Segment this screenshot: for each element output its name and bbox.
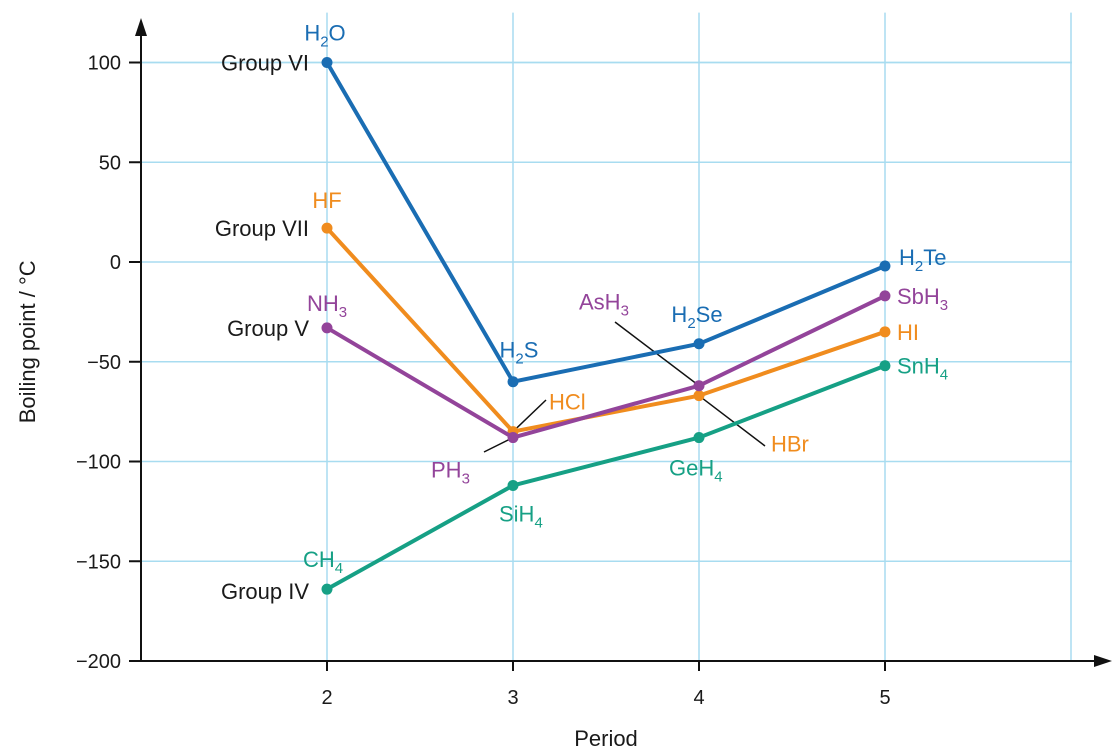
point-label-group_v: NH3 [307,291,347,321]
data-point-group_v [507,432,519,444]
x-tick-label: 5 [879,687,890,709]
point-label-group_iv: GeH4 [669,456,723,486]
point-label-group_vii: HBr [771,432,809,457]
group-label-group_vi: Group VI [221,51,309,76]
series-line-group_vii [325,226,886,434]
point-label-group_vi: H2O [304,21,345,51]
data-point-group_v [693,380,705,392]
point-label-group_vi: H2Te [899,245,946,275]
x-axis-arrow [1094,655,1112,667]
data-point-group_iv [507,479,519,491]
series-group [321,57,891,595]
data-point-group_vii [879,326,891,338]
point-label-group_vi: H2Se [671,302,722,332]
point-label-group_iv: SnH4 [897,354,948,384]
point-label-group_vi: H2S [500,338,539,368]
y-axis-title: Boiling point / °C [15,260,40,423]
data-point-group_iv [693,432,705,444]
data-point-group_vi [693,338,705,350]
y-tick-label: 100 [88,53,121,75]
data-point-group_iv [321,583,333,595]
y-tick-label: −50 [87,352,121,374]
data-point-group_iv [879,360,891,372]
leader-line [698,395,766,447]
x-tick-label: 4 [693,687,704,709]
group-label-group_vii: Group VII [215,216,309,241]
data-point-group_vii [693,390,705,402]
y-tick-label: −200 [76,651,121,673]
point-label-group_v: PH3 [431,458,470,488]
data-point-group_vii [321,222,333,234]
data-point-group_v [321,322,333,334]
y-tick-label: −100 [76,452,121,474]
point-label-group_v: SbH3 [897,284,948,314]
tick-labels: 100 50 0 −50 −100 −150 −200 2 3 4 5 [76,53,891,710]
axes [135,18,1112,667]
y-tick-label: 50 [99,152,121,174]
point-label-group_iv: SiH4 [499,501,543,531]
group-labels: Group VI Group VII Group V Group IV [215,51,309,605]
point-label-group_vii: HF [312,188,341,213]
group-label-group_v: Group V [227,316,309,341]
data-point-group_vi [507,376,519,388]
data-point-group_vi [879,260,891,272]
series-line-group_v [325,294,886,440]
x-axis-title: Period [574,726,638,751]
group-label-group_iv: Group IV [221,579,309,604]
y-tick-label: 0 [110,252,121,274]
point-labels: H2O H2S H2Se H2Te HF HCl HBr HI NH3 PH3 AsH3 SbH3 CH… [303,21,948,578]
point-label-group_vii: HCl [549,390,586,415]
y-axis-arrow [135,18,147,36]
data-point-group_v [879,290,891,302]
x-tick-label: 2 [321,687,332,709]
data-point-group_vi [321,57,333,68]
x-tick-label: 3 [507,687,518,709]
point-label-group_vii: HI [897,320,919,345]
series-line-group_iv [326,363,886,591]
leader-line [512,399,547,433]
series-line-group_vi [325,61,886,384]
point-label-group_iv: CH4 [303,547,343,577]
point-label-group_v: AsH3 [579,290,629,320]
y-tick-label: −150 [76,551,121,573]
